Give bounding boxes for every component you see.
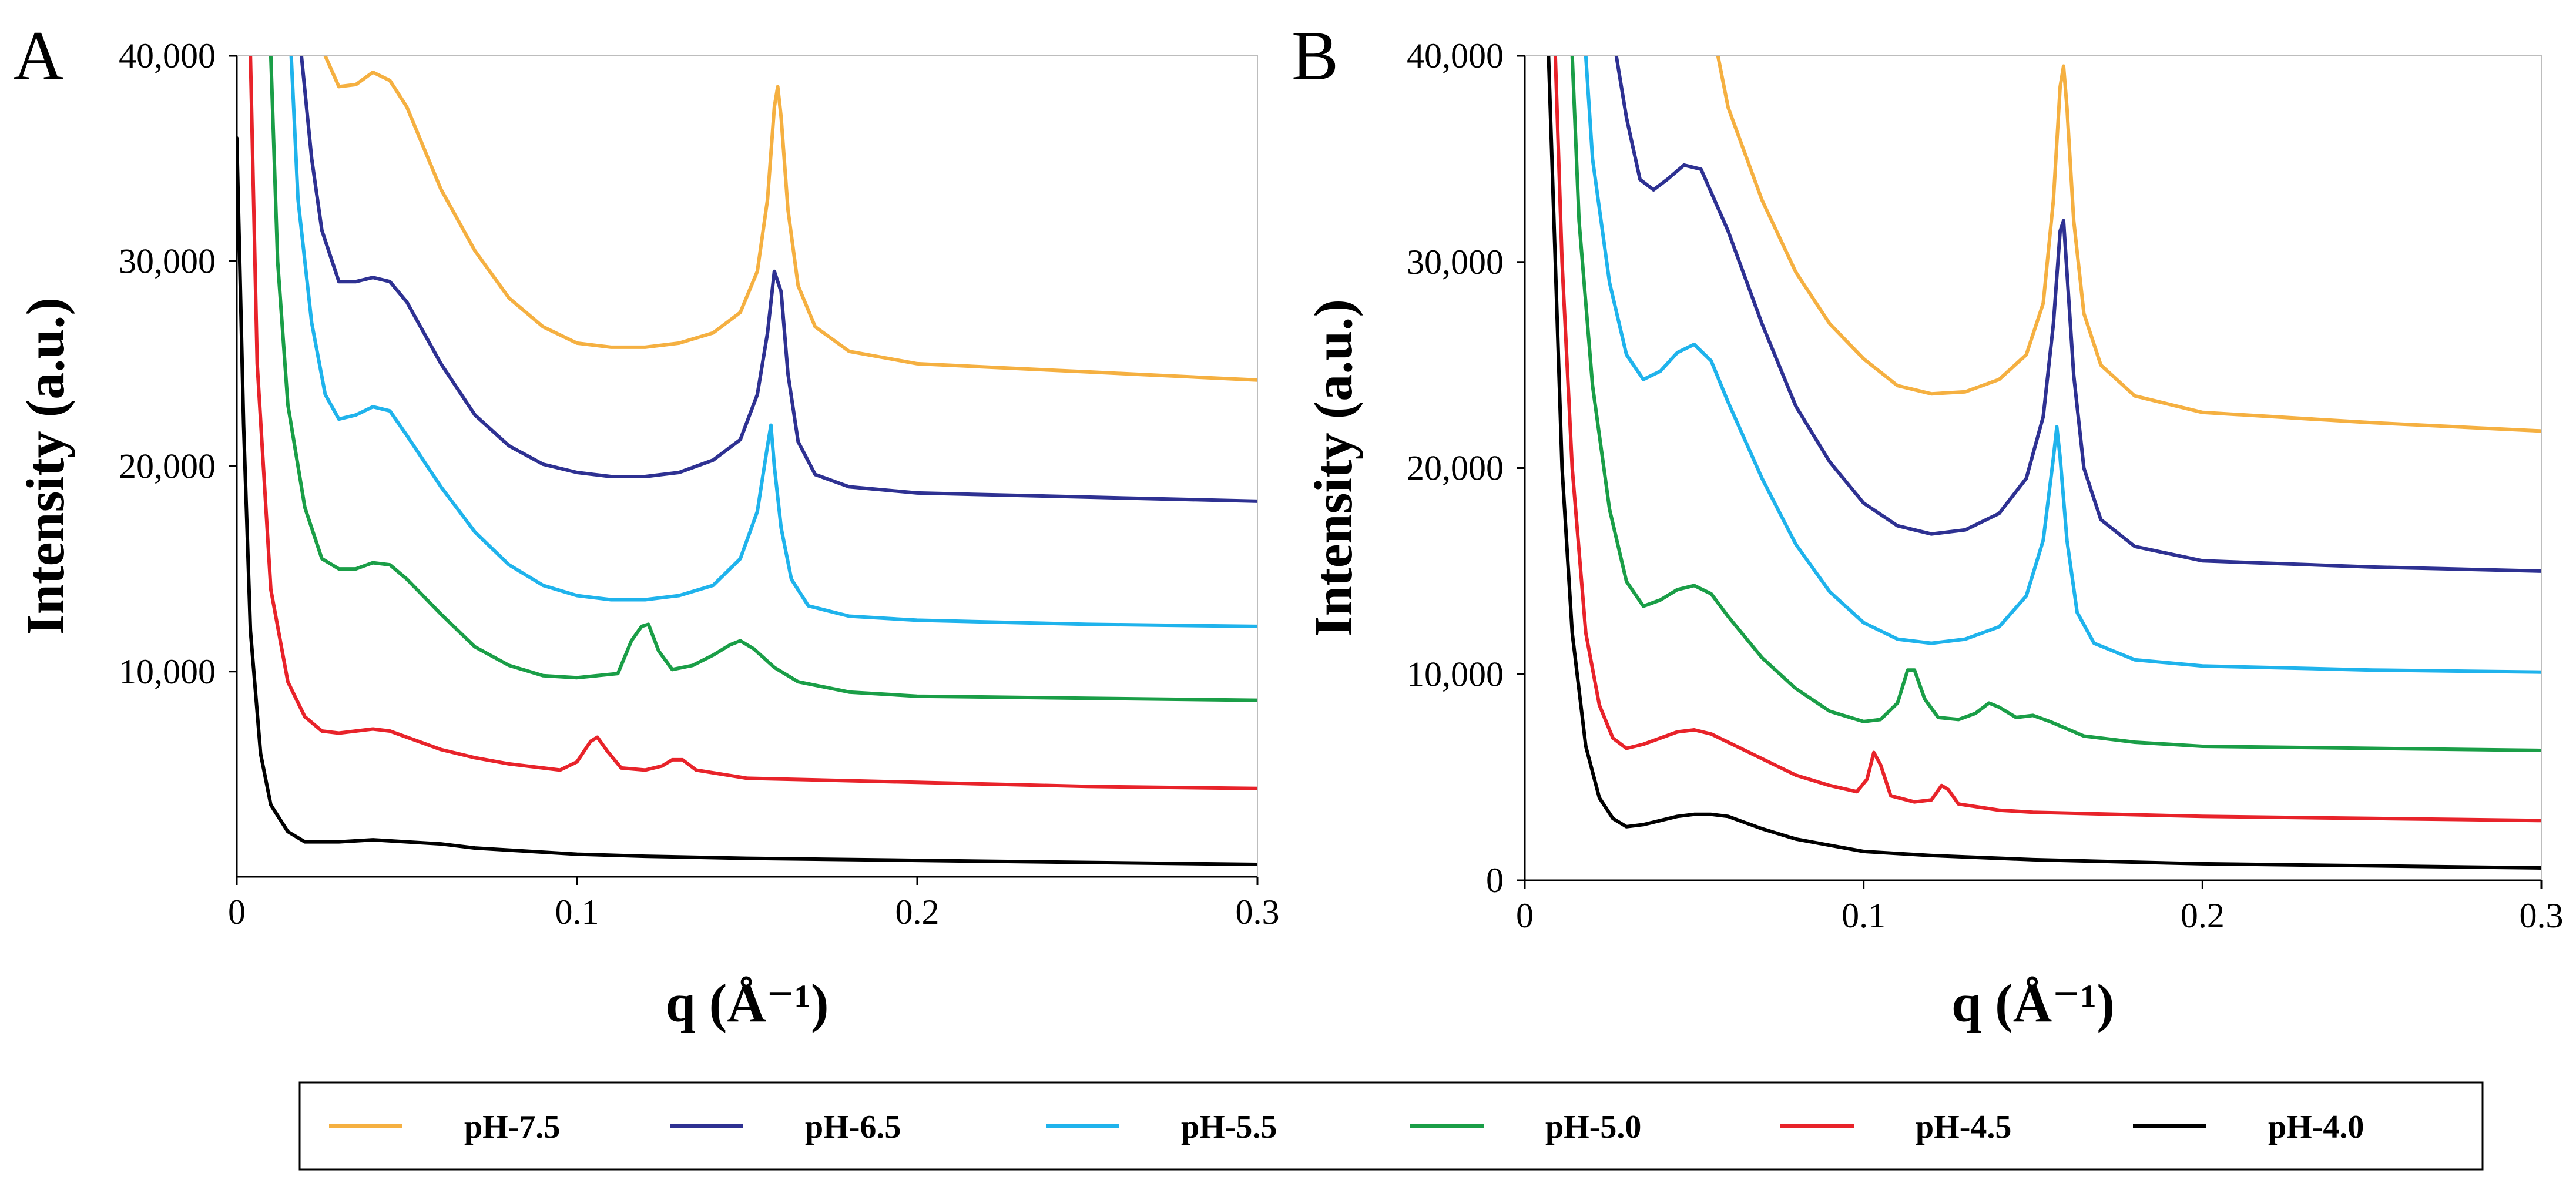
panel-label: A [13, 16, 64, 95]
x-tick-label: 0 [1516, 896, 1534, 935]
plot-frame [237, 55, 1258, 877]
series-line-ph-4.0 [237, 136, 1257, 866]
legend-label: pH-5.0 [1545, 1109, 1641, 1145]
x-tick-label: 0.2 [2181, 896, 2225, 935]
plot-frame [1525, 55, 2542, 880]
legend-label: pH-5.5 [1181, 1109, 1277, 1145]
y-tick-label: 30,000 [119, 242, 216, 280]
x-tick-label: 0.3 [2520, 896, 2564, 935]
series-line-ph-5.0 [269, 56, 1257, 702]
series-line-ph-5.5 [289, 56, 1257, 628]
legend-label: pH-6.5 [805, 1109, 901, 1145]
legend: pH-7.5 pH-6.5 pH-5.5 pH-5.0 pH-4.5 pH-4.0 [298, 1081, 2484, 1171]
y-tick-label: 10,000 [119, 652, 216, 691]
x-tick-label: 0.1 [1842, 896, 1886, 935]
y-tick-label: 0 [1486, 861, 1504, 900]
x-tick-label: 0 [228, 893, 246, 931]
y-tick-label: 20,000 [1407, 449, 1504, 488]
panel-b: 0 0.1 0.2 0.3 0 10,000 20,000 30,000 40,000 Bq (Å… [1292, 16, 2564, 1033]
series-line-ph-7.5 [323, 56, 1257, 382]
panel-a: 0 0.1 0.2 0.3 10,000 20,000 30,000 40,000 Aq (Å⁻… [13, 16, 1280, 1033]
y-axis-title: Intensity (a.u.) [15, 297, 75, 635]
x-axis-title: q (Å⁻¹) [665, 973, 829, 1033]
series-line-ph-4.0 [1547, 56, 2541, 870]
legend-label: pH-4.0 [2268, 1109, 2364, 1145]
legend-box [298, 1081, 2484, 1171]
legend-label: pH-7.5 [464, 1109, 560, 1145]
x-axis-title: q (Å⁻¹) [1951, 973, 2115, 1033]
series-line-ph-5.0 [1570, 56, 2541, 752]
series-line-ph-7.5 [1716, 56, 2541, 433]
y-axis-title: Intensity (a.u.) [1303, 299, 1363, 637]
panel-label: B [1292, 16, 1339, 95]
y-tick-label: 40,000 [1407, 36, 1504, 75]
y-tick-label: 40,000 [119, 36, 216, 75]
series-line-ph-5.5 [1584, 56, 2541, 674]
legend-label: pH-4.5 [1916, 1109, 2011, 1145]
series-line-ph-6.5 [1614, 56, 2541, 573]
y-tick-label: 10,000 [1407, 655, 1504, 693]
x-tick-label: 0.1 [555, 893, 599, 931]
y-tick-label: 20,000 [119, 447, 216, 486]
x-tick-label: 0.3 [1236, 893, 1280, 931]
y-tick-label: 30,000 [1407, 243, 1504, 281]
series-line-ph-4.5 [249, 56, 1257, 790]
series-line-ph-4.5 [1553, 56, 2541, 823]
series-line-ph-6.5 [300, 56, 1257, 503]
x-tick-label: 0.2 [895, 893, 940, 931]
